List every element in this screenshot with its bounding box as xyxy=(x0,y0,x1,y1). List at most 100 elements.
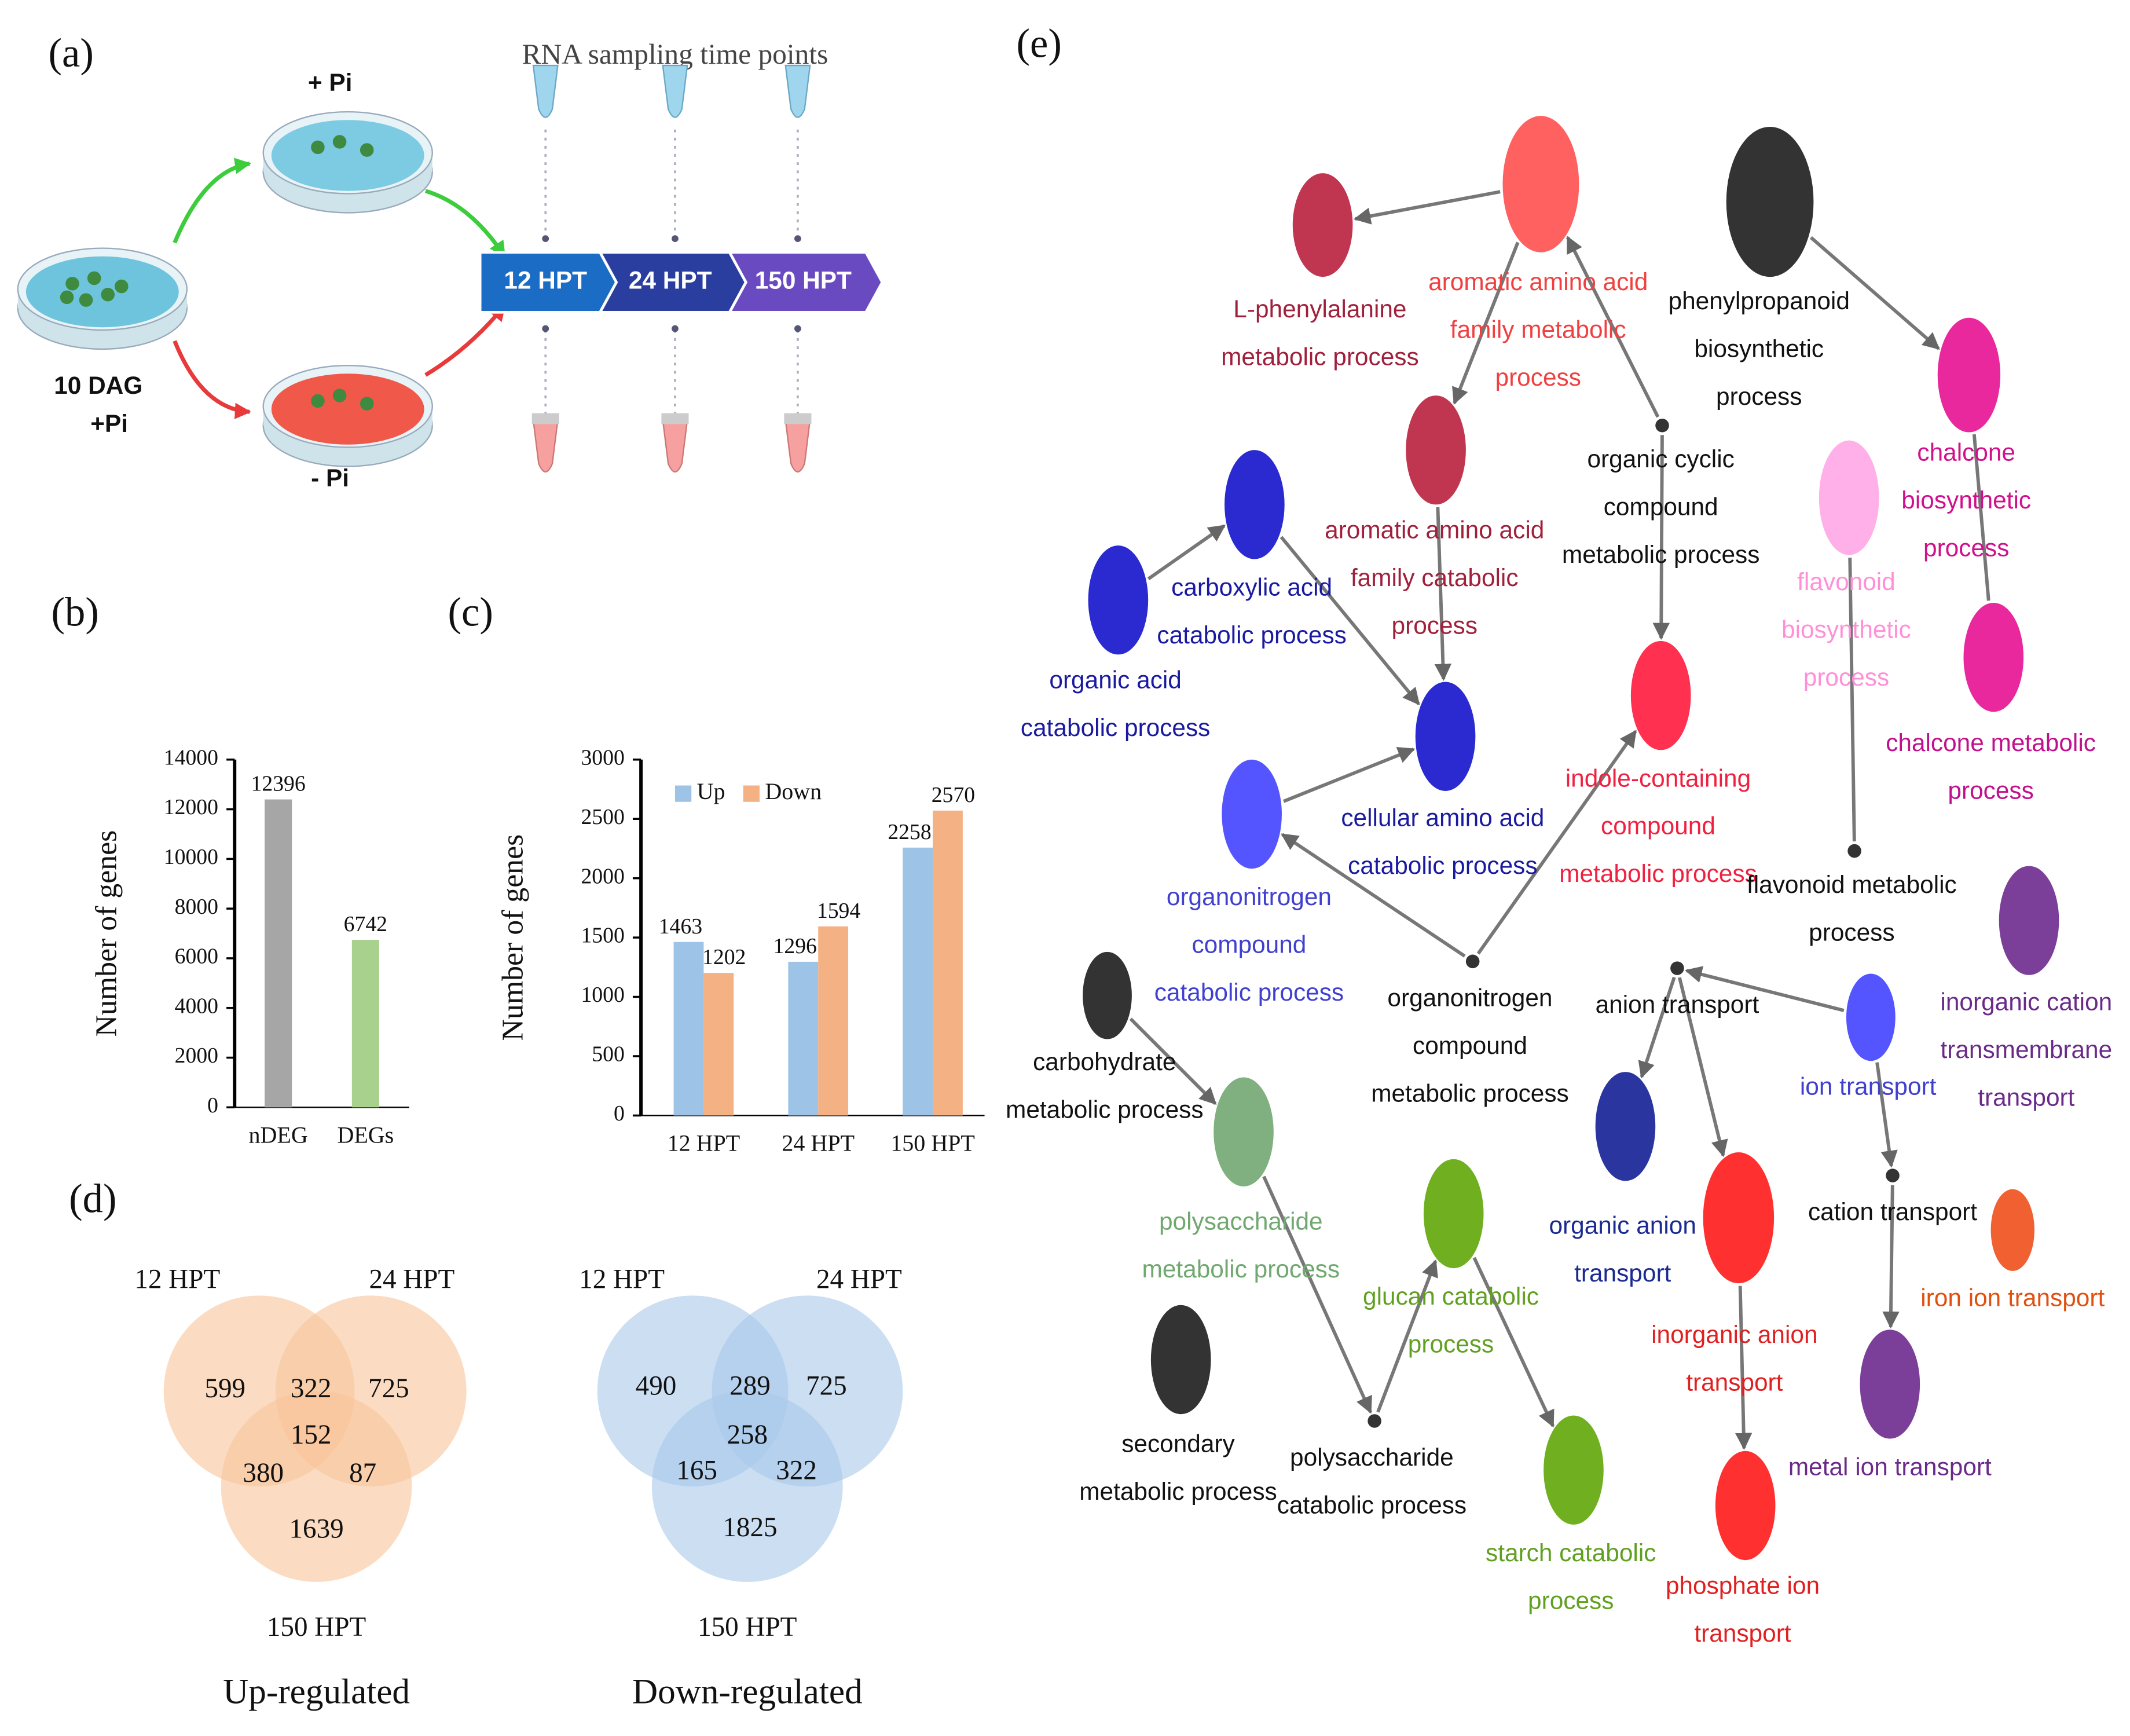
node-label: glucan catabolic xyxy=(1363,1283,1539,1310)
value-label: 1202 xyxy=(702,945,746,969)
panel-label: (d) xyxy=(69,1176,116,1221)
node xyxy=(1368,1414,1381,1428)
node-label: metabolic process xyxy=(1142,1255,1340,1283)
edge xyxy=(1848,558,1856,842)
seedling xyxy=(65,277,79,291)
venn-count: 289 xyxy=(729,1371,771,1401)
node-label: anion transport xyxy=(1596,991,1759,1018)
node-label: compound xyxy=(1192,931,1306,958)
node xyxy=(1670,961,1684,975)
venn-count: 725 xyxy=(806,1371,847,1401)
edge xyxy=(1809,236,1940,350)
edge xyxy=(1882,1185,1900,1329)
value-label: 2258 xyxy=(888,820,931,844)
node xyxy=(1406,395,1466,505)
y-tick-label: 2000 xyxy=(175,1043,218,1068)
node-label: metabolic process xyxy=(1079,1478,1277,1505)
panel-label: (a) xyxy=(48,31,93,76)
venn-set-label: 12 HPT xyxy=(579,1265,665,1295)
node-label: biosynthetic xyxy=(1901,486,2031,514)
node-label: transport xyxy=(1686,1369,1783,1396)
venn-circle xyxy=(651,1391,843,1582)
edge xyxy=(1972,434,1990,601)
arrow xyxy=(173,340,251,419)
node-label: catabolic process xyxy=(1277,1492,1467,1519)
start-label: 10 DAG xyxy=(54,372,142,399)
tube xyxy=(784,64,811,118)
bar xyxy=(351,940,379,1108)
y-tick-label: 1500 xyxy=(581,924,624,948)
timeline-label: 150 HPT xyxy=(755,267,852,294)
edge xyxy=(1129,1017,1217,1105)
y-tick-label: 6000 xyxy=(175,944,218,969)
node-label: biosynthetic xyxy=(1694,335,1824,362)
node-label: process xyxy=(1803,664,1889,691)
y-tick-label: 8000 xyxy=(175,895,218,919)
edge xyxy=(1638,976,1676,1079)
node-label: phosphate ion xyxy=(1666,1572,1820,1599)
y-tick-label: 2000 xyxy=(581,864,624,888)
node-label: starch catabolic xyxy=(1486,1539,1656,1566)
value-label: 6742 xyxy=(344,912,387,936)
edge xyxy=(1434,507,1452,681)
node-label: organonitrogen xyxy=(1387,984,1552,1011)
legend-label: Up xyxy=(697,778,725,804)
edge xyxy=(1147,524,1226,581)
venn-count: 490 xyxy=(636,1371,677,1401)
y-axis-title: Number of genes xyxy=(496,834,529,1041)
node-label: metabolic process xyxy=(1559,860,1757,887)
node-label: compound xyxy=(1604,493,1718,521)
venn-set-label: 150 HPT xyxy=(698,1612,797,1642)
arrow xyxy=(424,189,507,258)
value-label: 12396 xyxy=(251,772,306,796)
seedling xyxy=(87,271,101,285)
legend-swatch xyxy=(674,785,692,802)
node xyxy=(1595,1072,1656,1181)
y-tick-label: 0 xyxy=(614,1101,625,1126)
y-tick-label: 10000 xyxy=(164,845,218,869)
seedling xyxy=(360,397,374,411)
node-label: process xyxy=(1528,1587,1614,1614)
y-tick-label: 12000 xyxy=(164,795,218,819)
node xyxy=(1150,1305,1211,1415)
venn-set-label: 24 HPT xyxy=(369,1265,455,1295)
node-label: iron ion transport xyxy=(1920,1284,2105,1312)
legend-label: Down xyxy=(765,778,822,804)
venn-count: 725 xyxy=(368,1374,409,1404)
edge xyxy=(1262,1175,1372,1414)
tube-cap xyxy=(661,413,689,424)
venn-title: Down-regulated xyxy=(632,1672,863,1711)
node-label: process xyxy=(1809,918,1894,946)
node-label: metabolic process xyxy=(1006,1096,1204,1123)
y-tick-label: 2500 xyxy=(581,805,624,829)
node xyxy=(1423,1159,1484,1269)
node-label: organic acid xyxy=(1049,666,1181,694)
node-label: aromatic amino acid xyxy=(1428,268,1648,295)
node-label: inorganic cation xyxy=(1940,988,2112,1016)
edge xyxy=(1652,435,1670,640)
dot xyxy=(672,325,679,332)
node-label: transport xyxy=(1978,1083,2074,1111)
node-label: flavonoid xyxy=(1797,568,1896,595)
seedling xyxy=(79,293,93,307)
edge xyxy=(1283,747,1416,803)
node-label: catabolic process xyxy=(1154,979,1344,1006)
seedling xyxy=(101,287,115,302)
x-tick-label: DEGs xyxy=(337,1122,394,1148)
node xyxy=(1292,173,1353,277)
edge xyxy=(1735,1285,1753,1451)
venn-set-label: 12 HPT xyxy=(134,1265,220,1295)
node-label: process xyxy=(1716,383,1802,410)
venn-set-label: 24 HPT xyxy=(816,1265,902,1295)
node-label: family catabolic xyxy=(1351,564,1519,591)
node-label: compound xyxy=(1601,812,1715,840)
tube-cap xyxy=(531,413,559,424)
node xyxy=(1502,116,1579,252)
x-tick-label: 24 HPT xyxy=(782,1130,855,1156)
dish-label: + Pi xyxy=(308,69,353,96)
venn-set-label: 150 HPT xyxy=(267,1612,366,1642)
x-tick-label: 150 HPT xyxy=(890,1130,975,1156)
node xyxy=(1999,866,2059,975)
y-tick-label: 4000 xyxy=(175,994,218,1018)
node xyxy=(1630,640,1691,750)
